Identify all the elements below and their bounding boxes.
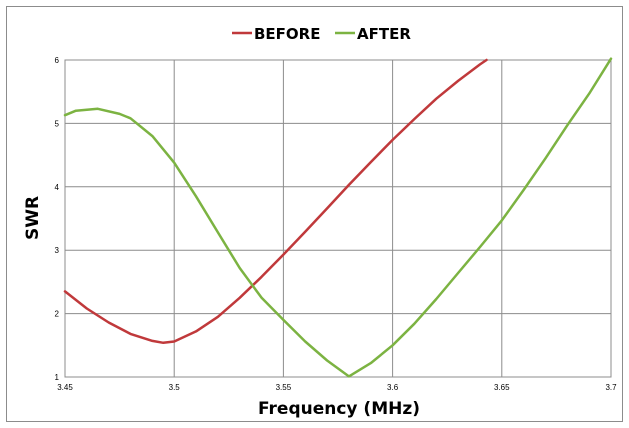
y-axis-title: SWR	[23, 196, 43, 240]
x-tick-label: 3.65	[494, 383, 510, 392]
y-tick-label: 2	[55, 310, 60, 319]
x-axis-title: Frequency (MHz)	[258, 399, 420, 419]
legend-label-before: BEFORE	[254, 25, 320, 43]
y-tick-label: 4	[55, 183, 60, 192]
x-tick-label: 3.55	[276, 383, 292, 392]
y-tick-label: 5	[55, 119, 60, 128]
y-tick-label: 1	[55, 373, 60, 382]
x-tick-label: 3.7	[605, 383, 617, 392]
x-tick-label: 3.6	[387, 383, 399, 392]
x-tick-label: 3.5	[169, 383, 181, 392]
y-tick-label: 6	[55, 56, 60, 65]
chart-frame	[6, 6, 623, 422]
plot-area-border	[64, 59, 612, 378]
x-tick-label: 3.45	[57, 383, 73, 392]
series-line-after	[63, 57, 613, 378]
data-series	[63, 57, 613, 378]
series-line-before	[63, 58, 488, 345]
legend-label-after: AFTER	[357, 25, 411, 43]
legend: BEFORE AFTER	[232, 25, 411, 43]
y-tick-label: 3	[55, 246, 60, 255]
tick-labels: 3.45 3.5 3.55 3.6 3.65 3.7 1 2 3 4 5 6	[55, 56, 618, 392]
grid-lines	[64, 59, 612, 378]
